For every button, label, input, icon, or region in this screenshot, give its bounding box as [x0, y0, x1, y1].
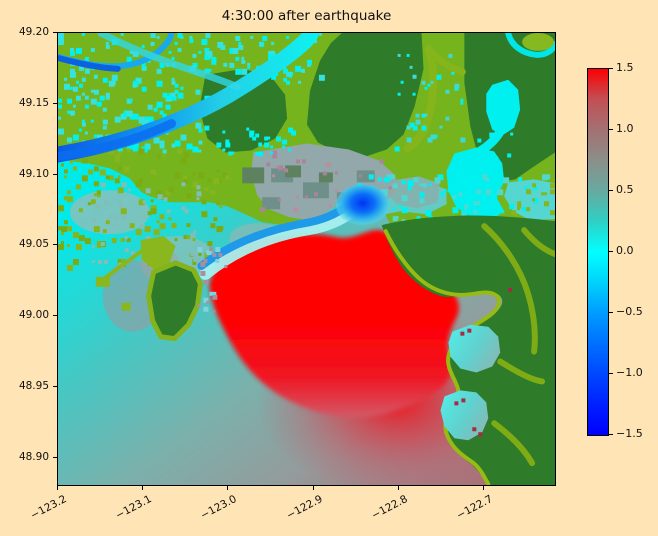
y-tick-mark: [53, 315, 57, 317]
y-tick-label: 49.15: [18, 96, 49, 109]
tsunami-map-image: [58, 33, 555, 485]
point-roberts: [146, 260, 203, 342]
y-tick-label: 49.00: [18, 309, 49, 322]
ferry-terminal: [95, 276, 110, 287]
maroon-speck-4: [461, 398, 466, 403]
urban-green-1: [285, 165, 302, 178]
x-tick-mark: [142, 486, 144, 490]
colorbar-tick-label: −1.0: [616, 366, 643, 379]
wave-crest-red: [209, 229, 459, 418]
maroon-speck-3: [454, 401, 459, 406]
colorbar-tick-label: −1.5: [616, 427, 643, 440]
colorbar-tick-label: 1.0: [616, 122, 634, 135]
peninsula-east-speckles: [197, 247, 228, 313]
trough-deep-blob: [335, 184, 390, 227]
maroon-speck-6: [478, 432, 483, 437]
peninsula-neck: [140, 236, 176, 270]
x-tick-mark: [482, 486, 484, 490]
maroon-speck-2: [467, 328, 472, 333]
farmland-speckles-west: [58, 33, 211, 155]
colorbar-tick-mark: [609, 251, 613, 252]
x-tick-mark: [312, 486, 314, 490]
plot-title: 4:30:00 after earthquake: [221, 8, 392, 24]
urban-green-3: [242, 167, 265, 184]
lake-upper: [486, 79, 521, 136]
x-tick-mark: [227, 486, 229, 490]
mauve-shoal-1: [102, 259, 163, 332]
forest-east-a: [306, 33, 424, 158]
northeast-channel: [505, 33, 555, 58]
y-tick-label: 48.95: [18, 380, 49, 393]
maroon-speck-5: [472, 427, 477, 432]
urban-green-2: [318, 172, 333, 183]
x-tick-label: −122.8: [369, 493, 410, 522]
urban-dark-2: [303, 182, 329, 199]
colorbar-tick-mark: [609, 190, 613, 191]
y-tick-label: 49.20: [18, 26, 49, 38]
colorbar-tick-mark: [609, 434, 613, 435]
maroon-speck-1: [460, 331, 465, 336]
colorbar-tick-mark: [609, 129, 613, 130]
colorbar-tick-label: 1.5: [616, 61, 634, 74]
upland-stripe-4: [521, 227, 555, 258]
y-tick-label: 49.10: [18, 167, 49, 180]
x-tick-mark: [397, 486, 399, 490]
trough-light-arc: [199, 206, 357, 280]
y-tick-mark: [53, 102, 57, 104]
y-tick-label: 49.05: [18, 238, 49, 251]
map-plot-area: [57, 32, 556, 486]
forest-west-blob: [199, 68, 288, 153]
ferry-jetty: [101, 246, 148, 281]
farmland-speckles-mid: [216, 127, 297, 157]
bay-inlet-north: [448, 324, 501, 373]
colorbar-tick-label: 0.5: [616, 183, 634, 196]
upland-stripe-3: [491, 420, 536, 467]
cyan-streak: [97, 33, 241, 91]
y-tick-mark: [53, 244, 57, 246]
north-arm-blue: [58, 54, 121, 72]
urban-dark-5: [262, 197, 281, 210]
upland-stripe-1: [481, 223, 538, 355]
x-tick-label: −123.0: [199, 493, 240, 522]
y-tick-label: 48.90: [18, 450, 49, 463]
y-tick-mark: [53, 32, 57, 33]
y-tick-mark: [53, 456, 57, 458]
olive-hook-2: [425, 45, 466, 76]
maroon-speck-7: [508, 287, 513, 292]
jetty-dot: [121, 302, 131, 311]
fraser-river-core: [58, 119, 177, 161]
urban-dark-4: [356, 170, 375, 183]
colorbar-tick-mark: [609, 68, 613, 69]
shallow-gray-1: [69, 190, 150, 235]
x-tick-label: −122.7: [454, 493, 495, 522]
colorbar-tick-label: 0.0: [616, 244, 634, 257]
colorbar: [587, 68, 609, 436]
colorbar-tick-mark: [609, 373, 613, 374]
valley-flood-east: [504, 179, 555, 221]
x-tick-label: −123.1: [113, 493, 154, 522]
x-tick-mark: [57, 486, 58, 490]
eastband-speckles: [394, 53, 466, 152]
y-tick-mark: [53, 173, 57, 175]
colorbar-tick-label: −0.5: [616, 305, 643, 318]
upland-stripe-2: [497, 358, 546, 385]
y-tick-mark: [53, 386, 57, 388]
teal-speckles-coast: [91, 182, 202, 268]
olive-knoll-topright: [522, 33, 555, 51]
x-tick-label: −123.2: [28, 493, 69, 522]
x-tick-label: −122.9: [284, 493, 325, 522]
colorbar-tick-mark: [609, 312, 613, 313]
